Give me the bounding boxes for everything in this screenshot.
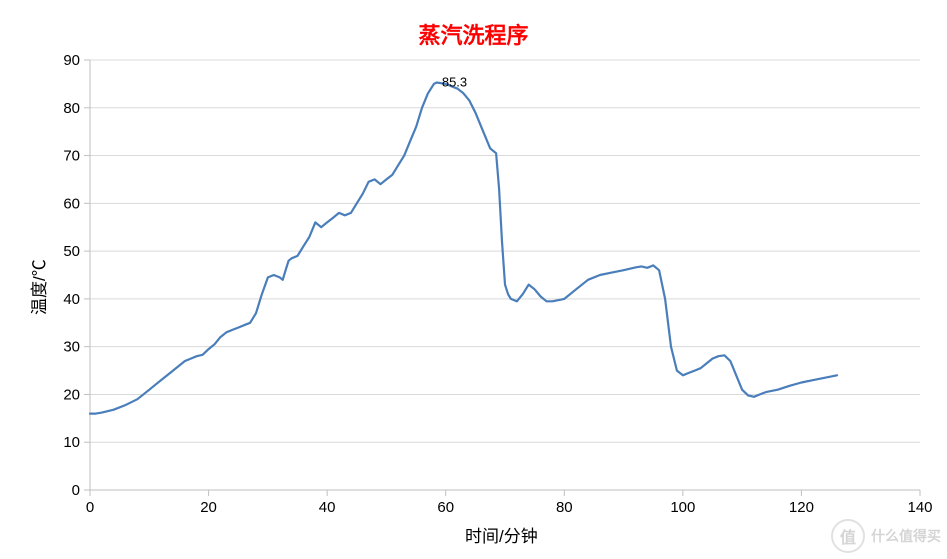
watermark-text: 什么值得买 <box>871 526 941 546</box>
svg-text:85.3: 85.3 <box>442 74 467 89</box>
svg-text:40: 40 <box>319 499 336 516</box>
svg-text:30: 30 <box>63 339 80 356</box>
svg-text:120: 120 <box>789 499 814 516</box>
svg-text:100: 100 <box>670 499 695 516</box>
watermark: 值 什么值得买 <box>831 519 941 553</box>
svg-text:70: 70 <box>63 148 80 165</box>
svg-text:20: 20 <box>200 499 217 516</box>
svg-text:90: 90 <box>63 52 80 69</box>
svg-text:60: 60 <box>437 499 454 516</box>
svg-text:0: 0 <box>72 482 80 499</box>
svg-text:20: 20 <box>63 386 80 403</box>
svg-text:0: 0 <box>86 499 94 516</box>
svg-text:40: 40 <box>63 291 80 308</box>
svg-text:80: 80 <box>63 100 80 117</box>
svg-text:50: 50 <box>63 243 80 260</box>
svg-text:10: 10 <box>63 434 80 451</box>
svg-text:60: 60 <box>63 195 80 212</box>
svg-text:140: 140 <box>907 499 932 516</box>
svg-text:80: 80 <box>556 499 573 516</box>
chart-svg: 0 20 40 60 80 100 120 140 0 10 20 30 40 50 60 70 80 90 85.… <box>0 0 947 559</box>
watermark-badge-icon: 值 <box>831 519 865 553</box>
line-chart: 蒸汽洗程序 温度/℃ 时间/分钟 02040608010012014001020… <box>0 0 947 559</box>
